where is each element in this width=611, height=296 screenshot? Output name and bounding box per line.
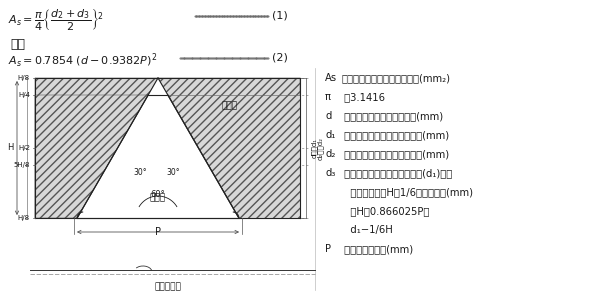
Text: とがり山高さHの1/6を減֌た値(mm): とがり山高さHの1/6を減֌た値(mm) [341,187,473,197]
Text: $A_s = 0.7854\ (d-0.9382P)^2$: $A_s = 0.7854\ (d-0.9382P)^2$ [8,52,157,70]
Text: ね֌の軸線: ね֌の軸線 [155,282,181,291]
Text: d: d [325,111,331,121]
Text: $A_s = \dfrac{\pi}{4}\left\{\dfrac{d_2+d_3}{2}\right\}^{\!2}$: $A_s = \dfrac{\pi}{4}\left\{\dfrac{d_2+d… [8,8,103,33]
Text: H/8: H/8 [18,75,30,81]
Text: H/4: H/4 [18,92,30,98]
Text: d₁−1/6H: d₁−1/6H [341,225,393,235]
Polygon shape [35,95,148,218]
Text: d₁: d₁ [325,130,335,140]
Text: d₃: d₃ [325,168,335,178]
Text: d₂: d₂ [325,149,335,159]
Text: ：おね֌の谷の径の基準寸法(d₁)から: ：おね֌の谷の径の基準寸法(d₁)から [341,168,452,178]
Text: ：メートルね֌の有効断面積(mm₂): ：メートルね֌の有効断面積(mm₂) [341,73,450,83]
Text: H/2: H/2 [18,145,30,151]
Text: As: As [325,73,337,83]
Text: おね֌: おね֌ [150,193,166,202]
Text: 30°: 30° [133,168,147,177]
Text: ：おね֌の谷の径の基準寸法(mm): ：おね֌の谷の径の基準寸法(mm) [341,130,449,140]
Text: H/8: H/8 [18,215,30,221]
Text: 60°: 60° [151,190,166,199]
Text: (1): (1) [272,11,288,21]
Polygon shape [77,95,239,218]
Text: 5H/8: 5H/8 [13,162,30,168]
Text: ：おね֌の外径の基準寸法(mm): ：おね֌の外径の基準寸法(mm) [341,111,443,121]
Text: P: P [325,244,331,254]
Text: d又はd₁: d又はd₁ [311,138,317,158]
Text: H: H [7,144,14,152]
Text: d₂又はd₂: d₂又はd₂ [316,136,323,160]
Text: P: P [155,227,161,237]
Polygon shape [158,78,300,218]
Text: めね֌: めね֌ [222,101,238,110]
Text: π: π [325,92,331,102]
Text: （H＝0.866025P）: （H＝0.866025P） [341,206,430,216]
Text: ：3.1416: ：3.1416 [341,92,385,102]
Text: 又は: 又は [10,38,25,51]
Text: (2): (2) [272,53,288,63]
Text: ：ね֌のピッチ(mm): ：ね֌のピッチ(mm) [341,244,413,254]
Text: 30°: 30° [166,168,180,177]
Text: ：おね֌の有効径の基準寸法(mm): ：おね֌の有効径の基準寸法(mm) [341,149,449,159]
Polygon shape [168,95,300,218]
Polygon shape [77,78,239,218]
Polygon shape [35,78,158,218]
